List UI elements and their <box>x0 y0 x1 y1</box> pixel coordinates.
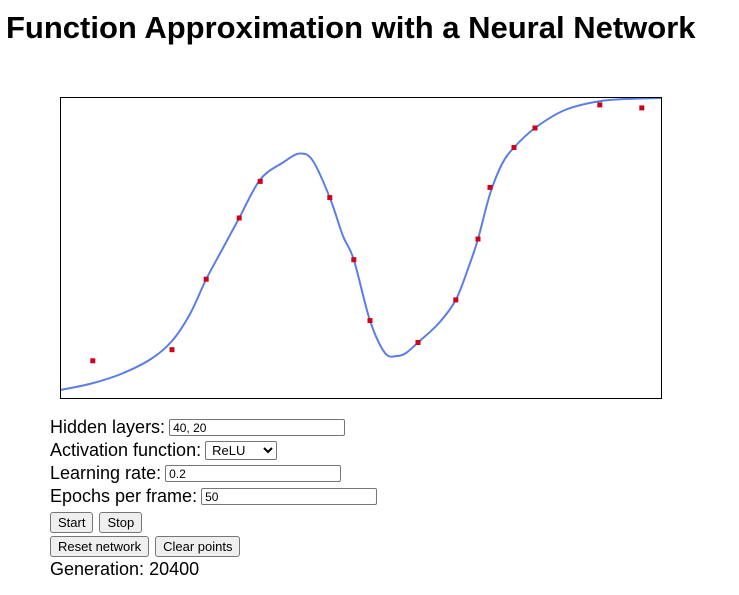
epochs-row: Epochs per frame: <box>50 485 378 508</box>
training-points <box>90 102 645 364</box>
fit-curve <box>61 98 661 391</box>
epochs-input[interactable] <box>201 488 378 505</box>
activation-label: Activation function: <box>50 440 202 460</box>
learning-rate-row: Learning rate: <box>50 462 377 485</box>
clear-points-button[interactable]: Clear points <box>155 536 241 557</box>
training-point-1 <box>169 347 175 353</box>
controls-panel: Hidden layers: Activation function: ReLU… <box>50 416 378 581</box>
training-point-11 <box>487 184 493 190</box>
training-point-7 <box>367 318 373 324</box>
training-point-10 <box>475 236 481 242</box>
hidden-layers-label: Hidden layers: <box>50 417 166 437</box>
generation-label: Generation: <box>50 559 145 579</box>
activation-row: Activation function: ReLU <box>50 439 377 462</box>
generation-value: 20400 <box>149 559 200 579</box>
run-buttons: Start Stop <box>50 512 377 533</box>
training-point-2 <box>203 276 209 282</box>
stop-button[interactable]: Stop <box>99 512 143 533</box>
training-point-4 <box>257 178 263 184</box>
training-point-6 <box>351 257 357 263</box>
training-point-14 <box>597 102 603 108</box>
learning-rate-label: Learning rate: <box>50 463 162 483</box>
learning-rate-input[interactable] <box>165 465 342 482</box>
training-point-3 <box>236 215 242 221</box>
plot-svg[interactable] <box>61 98 661 398</box>
reset-network-button[interactable]: Reset network <box>50 536 150 557</box>
epochs-label: Epochs per frame: <box>50 486 198 506</box>
plot-canvas[interactable] <box>60 97 662 399</box>
generation-status: Generation: 20400 <box>50 558 377 581</box>
page-title: Function Approximation with a Neural Net… <box>6 10 696 45</box>
reset-buttons: Reset network Clear points <box>50 536 377 557</box>
activation-select[interactable]: ReLU <box>205 441 278 460</box>
training-point-0 <box>90 358 96 364</box>
training-point-9 <box>453 297 459 303</box>
start-button[interactable]: Start <box>50 512 94 533</box>
training-point-15 <box>639 105 645 111</box>
training-point-8 <box>415 340 421 345</box>
hidden-layers-input[interactable] <box>169 419 346 436</box>
training-point-5 <box>327 195 333 201</box>
training-point-12 <box>511 145 517 150</box>
training-point-13 <box>532 125 538 131</box>
hidden-layers-row: Hidden layers: <box>50 416 377 439</box>
